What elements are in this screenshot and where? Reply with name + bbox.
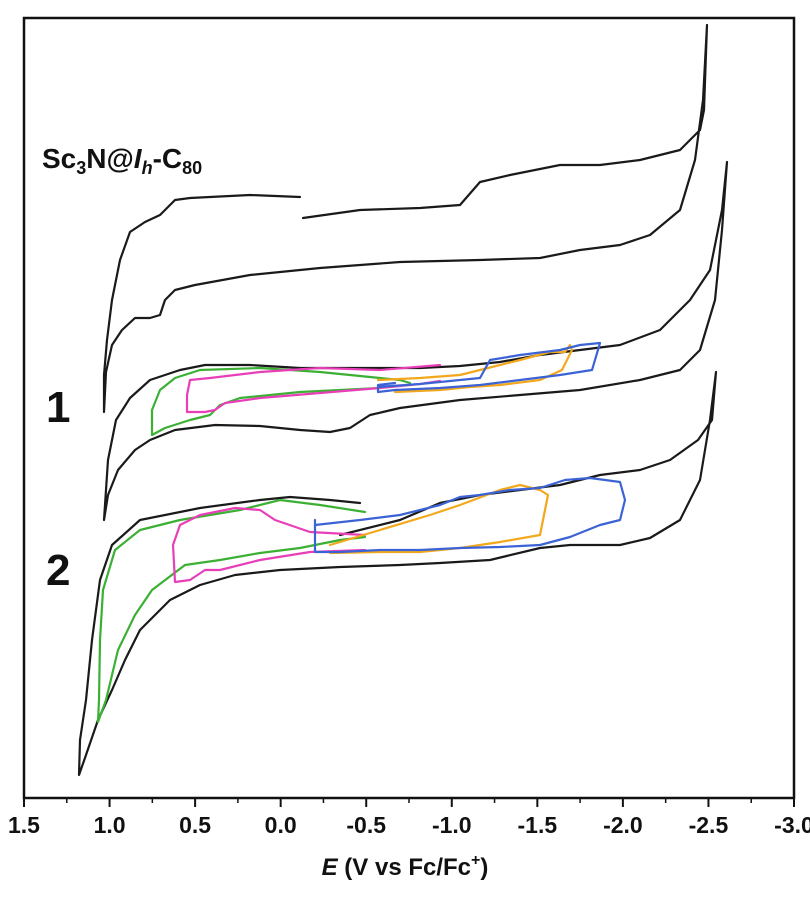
series-line-2-orange [328, 483, 550, 555]
x-tick-label: -3.0 [774, 812, 810, 838]
x-tick-label: 1.5 [8, 812, 40, 838]
series-line-1-green [150, 366, 412, 437]
x-tick-label: -2.0 [603, 812, 643, 838]
x-tick-label: 0.0 [265, 812, 297, 838]
x-axis-title: E (V vs Fc/Fc+) [322, 852, 489, 881]
trace-label-2: 2 [46, 546, 70, 595]
x-axis-title-e: E [322, 854, 339, 881]
plot-frame [22, 16, 796, 800]
series-line-1-magenta [185, 363, 442, 414]
x-tick-label: -1.5 [518, 812, 558, 838]
x-axis-ticks [23, 798, 795, 807]
series-line-1-blue [376, 341, 602, 394]
compound-label-sub3: 3 [76, 158, 86, 178]
series-line-2-green [96, 498, 367, 724]
series-line-2-magenta [171, 506, 367, 584]
x-axis-tick-labels: 1.5 1.0 0.5 0.0 -0.5 -1.0 -1.5 -2.0 -2.5 -3.0 [8, 812, 810, 838]
compound-label-subh: h [142, 158, 153, 178]
x-tick-label: 0.5 [179, 812, 211, 838]
x-tick-label: 1.0 [94, 812, 126, 838]
x-tick-label: -1.0 [432, 812, 472, 838]
series-line-1-orange [376, 343, 574, 394]
compound-label-n: N@ [86, 143, 134, 174]
compound-label-sc: Sc [42, 143, 76, 174]
x-axis-title-body: (V vs Fc/Fc [338, 854, 471, 881]
series-line-2-black [77, 370, 718, 777]
compound-label-i: I [134, 143, 143, 174]
series-line-sc3n-black [102, 23, 709, 414]
compound-label-sub80: 80 [182, 158, 202, 178]
x-tick-label: -2.5 [689, 812, 729, 838]
x-axis-title-sup: + [471, 852, 480, 869]
cv-traces [77, 23, 729, 777]
x-tick-label: -0.5 [346, 812, 386, 838]
compound-label: Sc3N@Ih-C80 [42, 143, 202, 178]
series-line-1-black [102, 160, 729, 522]
x-axis-title-close: ) [480, 854, 488, 881]
series-line-2-blue [313, 476, 627, 554]
compound-label-c: -C [153, 143, 183, 174]
trace-label-1: 1 [46, 383, 70, 432]
